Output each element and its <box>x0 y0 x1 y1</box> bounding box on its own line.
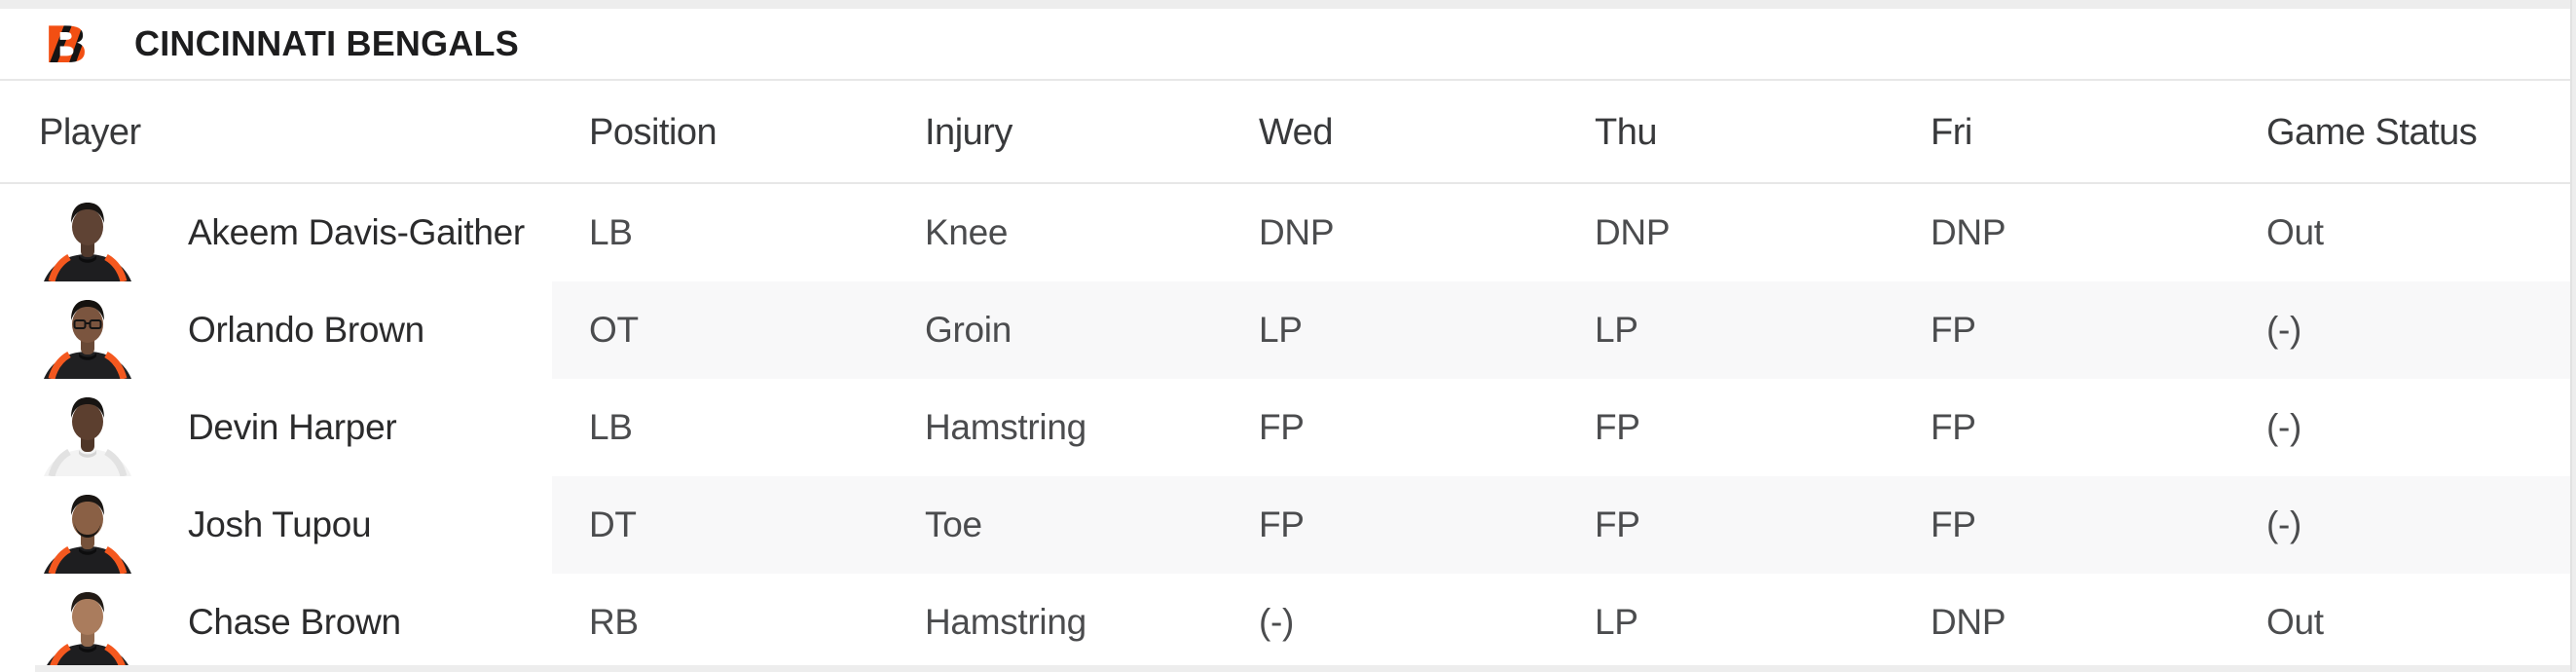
player-name[interactable]: Josh Tupou <box>188 504 372 544</box>
fri-status-cell: FP <box>1931 504 1976 544</box>
injury-cell: Knee <box>925 212 1009 252</box>
column-header-game-status: Game Status <box>2266 111 2478 153</box>
bengals-logo-icon[interactable]: B <box>47 22 101 65</box>
table-row: Orlando Brown OT Groin LP LP FP (-) <box>0 281 2570 380</box>
wed-status-cell: FP <box>1259 504 1305 544</box>
player-name[interactable]: Chase Brown <box>188 602 401 642</box>
player-cell: Akeem Davis-Gaither <box>0 184 552 282</box>
team-name[interactable]: CINCINNATI BENGALS <box>134 23 519 63</box>
injury-cell: Hamstring <box>925 407 1086 447</box>
player-cell: Devin Harper <box>0 379 552 477</box>
fri-status-cell: DNP <box>1931 212 2006 252</box>
fri-status-cell: FP <box>1931 310 1976 350</box>
column-header-injury: Injury <box>925 111 1012 153</box>
player-photo <box>39 589 136 672</box>
table-row: Devin Harper LB Hamstring FP FP FP (-) <box>0 379 2570 477</box>
table-header-row: Player Position Injury Wed Thu Fri Game Status <box>0 83 2570 184</box>
player-name[interactable]: Akeem Davis-Gaither <box>188 212 525 252</box>
page-top-edge <box>0 0 2576 9</box>
position-cell: LB <box>589 212 633 252</box>
player-photo <box>39 492 136 575</box>
wed-status-cell: FP <box>1259 407 1305 447</box>
wed-status-cell: DNP <box>1259 212 1335 252</box>
injury-table: Akeem Davis-Gaither LB Knee DNP DNP DNP … <box>0 184 2570 672</box>
column-header-wed: Wed <box>1259 111 1333 153</box>
injury-cell: Hamstring <box>925 602 1086 642</box>
game-status-cell: (-) <box>2266 407 2302 447</box>
table-row: Akeem Davis-Gaither LB Knee DNP DNP DNP … <box>0 184 2570 282</box>
row-stripe <box>552 476 2570 574</box>
thu-status-cell: FP <box>1595 504 1640 544</box>
player-cell: Chase Brown <box>0 574 552 672</box>
position-cell: DT <box>589 504 637 544</box>
position-cell: RB <box>589 602 639 642</box>
thu-status-cell: DNP <box>1595 212 1671 252</box>
fri-status-cell: FP <box>1931 407 1976 447</box>
thu-status-cell: FP <box>1595 407 1640 447</box>
wed-status-cell: LP <box>1259 310 1303 350</box>
injury-cell: Groin <box>925 310 1012 350</box>
fri-status-cell: DNP <box>1931 602 2006 642</box>
column-header-thu: Thu <box>1595 111 1657 153</box>
position-cell: LB <box>589 407 633 447</box>
row-stripe <box>552 281 2570 379</box>
bottom-scrollbar[interactable] <box>35 665 2570 672</box>
card-right-edge <box>2570 0 2576 672</box>
team-header: B CINCINNATI BENGALS <box>0 9 2570 81</box>
player-name[interactable]: Orlando Brown <box>188 310 424 350</box>
game-status-cell: Out <box>2266 212 2324 252</box>
game-status-cell: (-) <box>2266 504 2302 544</box>
player-cell: Josh Tupou <box>0 476 552 575</box>
player-name[interactable]: Devin Harper <box>188 407 397 447</box>
thu-status-cell: LP <box>1595 310 1638 350</box>
injury-cell: Toe <box>925 504 982 544</box>
game-status-cell: Out <box>2266 602 2324 642</box>
position-cell: OT <box>589 310 639 350</box>
game-status-cell: (-) <box>2266 310 2302 350</box>
column-header-player: Player <box>39 111 141 153</box>
table-row: Chase Brown RB Hamstring (-) LP DNP Out <box>0 574 2570 672</box>
player-cell: Orlando Brown <box>0 281 552 380</box>
wed-status-cell: (-) <box>1259 602 1295 642</box>
player-photo <box>39 200 136 282</box>
player-photo <box>39 297 136 380</box>
player-photo <box>39 394 136 477</box>
column-header-position: Position <box>589 111 718 153</box>
column-header-fri: Fri <box>1931 111 1972 153</box>
thu-status-cell: LP <box>1595 602 1638 642</box>
table-row: Josh Tupou DT Toe FP FP FP (-) <box>0 476 2570 575</box>
